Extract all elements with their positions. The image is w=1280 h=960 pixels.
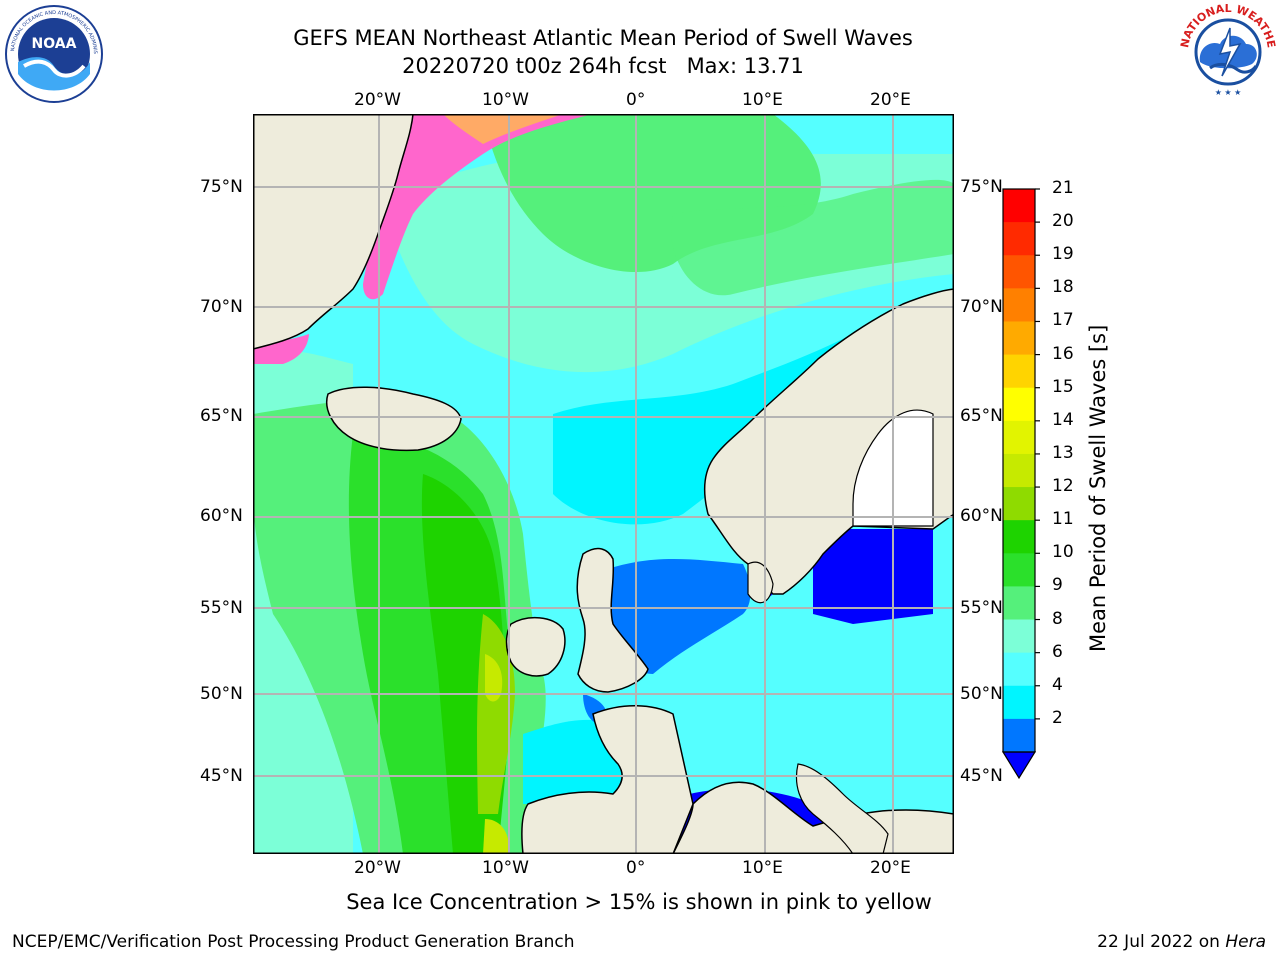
colorbar-tick-label: 20: [1052, 211, 1074, 232]
lon-label-top-20w: 20°W: [354, 90, 401, 110]
colorbar-tick-label: 17: [1052, 310, 1074, 331]
colorbar-band: [1003, 453, 1035, 488]
colorbar-band: [1003, 189, 1035, 223]
lat-label-right-65n: 65°N: [960, 406, 1003, 426]
lon-label-bottom-20w: 20°W: [354, 858, 401, 878]
colorbar-under-triangle: [1001, 751, 1037, 780]
colorbar-tick-label: 4: [1052, 674, 1063, 695]
colorbar-band: [1003, 685, 1035, 720]
colorbar: [1001, 188, 1040, 780]
lat-label-right-50n: 50°N: [960, 684, 1003, 704]
colorbar-tick-label: 11: [1052, 509, 1074, 530]
map-frame: [253, 114, 954, 854]
iceland-land: [326, 386, 462, 452]
lat-label-left-65n: 65°N: [200, 406, 243, 426]
colorbar-tick-label: 9: [1052, 575, 1063, 596]
lat-label-right-45n: 45°N: [960, 766, 1003, 786]
footer-credit: NCEP/EMC/Verification Post Processing Pr…: [12, 932, 575, 952]
lon-label-bottom-20e: 20°E: [870, 858, 911, 878]
colorbar-band: [1003, 652, 1035, 687]
footer-date: 22 Jul 2022 on Hera: [1097, 932, 1266, 952]
colorbar-tick-label: 16: [1052, 343, 1074, 364]
colorbar-band: [1003, 321, 1035, 356]
colorbar-band: [1003, 520, 1035, 554]
noaa-logo: NOAA NATIONAL OCEANIC AND ATMOSPHERIC AD…: [4, 4, 103, 103]
lat-label-left-55n: 55°N: [200, 598, 243, 618]
lon-label-bottom-10e: 10°E: [742, 858, 783, 878]
lon-label-top-10e: 10°E: [742, 90, 783, 110]
colorbar-tick-label: 21: [1052, 178, 1074, 198]
colorbar-title: Mean Period of Swell Waves [s]: [1086, 324, 1110, 652]
lon-label-bottom-0: 0°: [626, 858, 646, 878]
title-line-1: GEFS MEAN Northeast Atlantic Mean Period…: [293, 26, 913, 50]
france-iberia-land: [521, 705, 694, 854]
colorbar-band: [1003, 354, 1035, 389]
title-line-2: 20220720 t00z 264h fcst Max: 13.71: [402, 54, 804, 78]
swell-under-2s-baltic: [813, 529, 933, 624]
noaa-logo-text: NOAA: [32, 36, 77, 52]
greenland-land: [253, 114, 414, 350]
colorbar-frame: [1002, 188, 1036, 753]
graticule: [253, 114, 954, 854]
colorbar-band: [1003, 487, 1035, 521]
colorbar-band: [1003, 255, 1035, 289]
lon-label-top-0: 0°: [626, 90, 646, 110]
ireland-land: [505, 617, 566, 677]
great-britain-land: [576, 547, 649, 693]
colorbar-tick-label: 19: [1052, 244, 1074, 265]
lat-label-left-50n: 50°N: [200, 684, 243, 704]
colorbar-tick-label: 12: [1052, 476, 1074, 497]
lon-label-top-10w: 10°W: [482, 90, 529, 110]
colorbar-band: [1003, 586, 1035, 621]
colorbar-tick-label: 15: [1052, 376, 1074, 397]
lat-label-right-60n: 60°N: [960, 506, 1003, 526]
footer-host: Hera: [1225, 932, 1266, 952]
colorbar-band: [1003, 387, 1035, 422]
colorbar-tick-label: 10: [1052, 542, 1074, 563]
colorbar-tick-label: 6: [1052, 641, 1063, 662]
sea-ice-greenland: [363, 114, 593, 300]
colorbar-band: [1003, 222, 1035, 256]
colorbar-tick-label: 18: [1052, 277, 1074, 298]
colorbar-band: [1003, 718, 1035, 753]
lon-label-bottom-10w: 10°W: [482, 858, 529, 878]
lat-label-right-70n: 70°N: [960, 297, 1003, 317]
swell-2-4s-north-sea: [600, 559, 751, 674]
colorbar-tick-label: 14: [1052, 409, 1074, 430]
swell-4-6s-norway: [553, 334, 853, 525]
lat-label-left-45n: 45°N: [200, 766, 243, 786]
lat-label-right-75n: 75°N: [960, 177, 1003, 197]
map-panel: [253, 114, 954, 854]
colorbar-band: [1003, 553, 1035, 587]
lat-label-left-60n: 60°N: [200, 506, 243, 526]
colorbar-tick-label: 2: [1052, 707, 1063, 728]
colorbar-band: [1003, 420, 1035, 455]
colorbar-band: [1003, 288, 1035, 322]
italy-land: [795, 763, 889, 854]
lat-label-left-75n: 75°N: [200, 177, 243, 197]
lat-label-left-70n: 70°N: [200, 297, 243, 317]
colorbar-band: [1003, 619, 1035, 654]
footer-date-text: 22 Jul 2022 on: [1097, 932, 1226, 952]
svg-text:★ ★ ★: ★ ★ ★: [1215, 88, 1242, 97]
colorbar-tick-label: 13: [1052, 442, 1074, 463]
lon-label-top-20e: 20°E: [870, 90, 911, 110]
lat-label-right-55n: 55°N: [960, 598, 1003, 618]
colorbar-tick-label: 8: [1052, 608, 1063, 629]
sea-ice-caption: Sea Ice Concentration > 15% is shown in …: [346, 890, 932, 914]
nws-logo: NATIONAL WEATHER SERVICE ★ ★ ★: [1180, 4, 1276, 98]
